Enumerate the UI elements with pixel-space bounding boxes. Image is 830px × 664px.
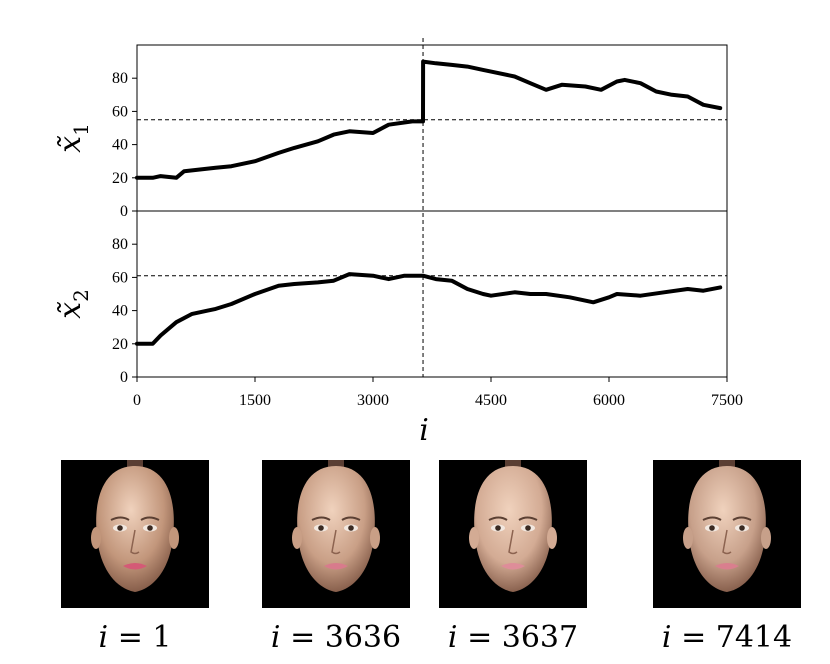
eyebrow-left [311,516,331,521]
eyebrow-left [110,516,130,521]
x-axis-label: i [419,413,429,448]
face-card-1: i = 1 [61,460,209,655]
pupil-right [348,525,354,531]
plot-frame-x1 [136,44,728,212]
x-tick-label-4: 6000 [593,392,625,409]
line-chart-figure: 0 20 40 60 80 x̃1 0 20 40 60 80 x̃2 0 1500 3000 4500 6… [53,38,743,448]
face-drawing-2 [262,460,410,608]
face-caption-3: i = 3637 [447,620,579,655]
lips [123,563,147,570]
pupil-right [739,525,745,531]
eyebrow-right [140,516,160,521]
y-tick-label-x2-0: 0 [120,369,128,386]
y-tick-label-x1-2: 40 [112,137,128,154]
face-drawing-4 [653,460,801,608]
pupil-right [525,525,531,531]
head-shape [474,466,552,592]
face-card-4: i = 7414 [653,460,801,655]
face-caption-2: i = 3636 [270,620,402,655]
eyebrow-left [702,516,722,521]
series-line-x1 [135,59,723,180]
ear-right [169,527,179,549]
face-card-2: i = 3636 [262,460,410,655]
lips [324,563,348,570]
head-shape [688,466,766,592]
y-tick-label-x1-0: 0 [120,203,128,220]
face-image-3 [439,460,587,608]
ear-left [683,527,693,549]
face-caption-4: i = 7414 [661,620,793,655]
neck-strip [719,460,735,470]
pupil-left [709,525,715,531]
nose [722,529,732,555]
y-tick-label-x2-1: 20 [112,336,128,353]
face-caption-1: i = 1 [98,620,172,655]
eyebrow-right [518,516,538,521]
pupil-left [318,525,324,531]
eyebrow-left [488,516,508,521]
ear-left [469,527,479,549]
pupil-left [495,525,501,531]
neck-strip [127,460,143,470]
face-drawing-3 [439,460,587,608]
eyebrow-right [732,516,752,521]
face-drawing-1 [61,460,209,608]
y-tick-label-x2-3: 60 [112,269,128,286]
nose [508,529,518,555]
face-image-4 [653,460,801,608]
panel-x2: 0 20 40 60 80 x̃2 [53,210,728,386]
pupil-left [117,525,123,531]
ear-left [292,527,302,549]
y-tick-label-x1-3: 60 [112,103,128,120]
head-shape [297,466,375,592]
series-line-x2 [135,272,723,346]
nose [331,529,341,555]
neck-strip [328,460,344,470]
x-axis: 0 1500 3000 4500 6000 7500 [133,377,743,409]
x-tick-label-1: 1500 [239,392,271,409]
y-tick-label-x1-4: 80 [112,70,128,87]
lips [715,563,739,570]
lips [501,563,525,570]
y-tick-label-x2-4: 80 [112,236,128,253]
eyebrow-right [341,516,361,521]
panel-x1: 0 20 40 60 80 x̃1 [53,44,728,220]
x-tick-label-5: 7500 [711,392,743,409]
face-card-3: i = 3637 [439,460,587,655]
y-axis-label-x2: x̃2 [53,289,93,319]
face-image-2 [262,460,410,608]
pupil-right [147,525,153,531]
neck-strip [505,460,521,470]
y-axis-label-x1: x̃1 [53,123,93,153]
head-shape [96,466,174,592]
y-tick-label-x2-2: 40 [112,303,128,320]
ear-right [370,527,380,549]
x-tick-label-2: 3000 [357,392,389,409]
y-tick-label-x1-1: 20 [112,170,128,187]
nose [130,529,140,555]
x-tick-label-3: 4500 [475,392,507,409]
ear-right [547,527,557,549]
plot-frame-x2 [136,210,728,378]
x-tick-label-0: 0 [133,392,141,409]
ear-left [91,527,101,549]
ear-right [761,527,771,549]
face-image-1 [61,460,209,608]
